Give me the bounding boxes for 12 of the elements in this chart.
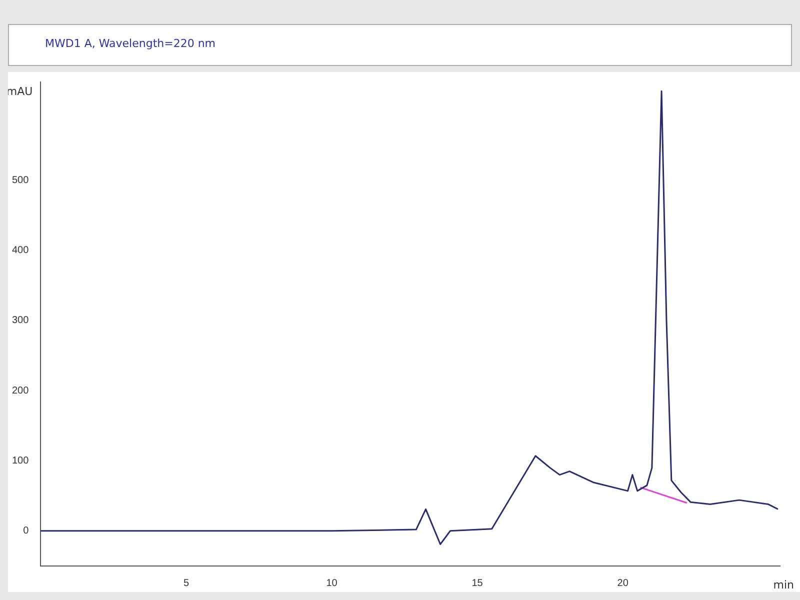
y-tick-label: 0	[23, 526, 30, 537]
y-tick-label: 400	[12, 245, 30, 256]
y-tick-label: 300	[12, 315, 30, 326]
y-tick-label: 100	[12, 456, 30, 467]
chart-title: MWD1 A, Wavelength=220 nm	[45, 37, 216, 50]
y-tick-label: 500	[12, 174, 30, 186]
x-tick-label: 15	[472, 578, 484, 589]
x-tick-label: 5	[183, 578, 190, 589]
x-axis-title: min	[773, 578, 794, 592]
y-tick-label: 200	[12, 385, 30, 396]
x-tick-label: 10	[326, 578, 338, 589]
x-tick-label: 20	[617, 578, 629, 589]
